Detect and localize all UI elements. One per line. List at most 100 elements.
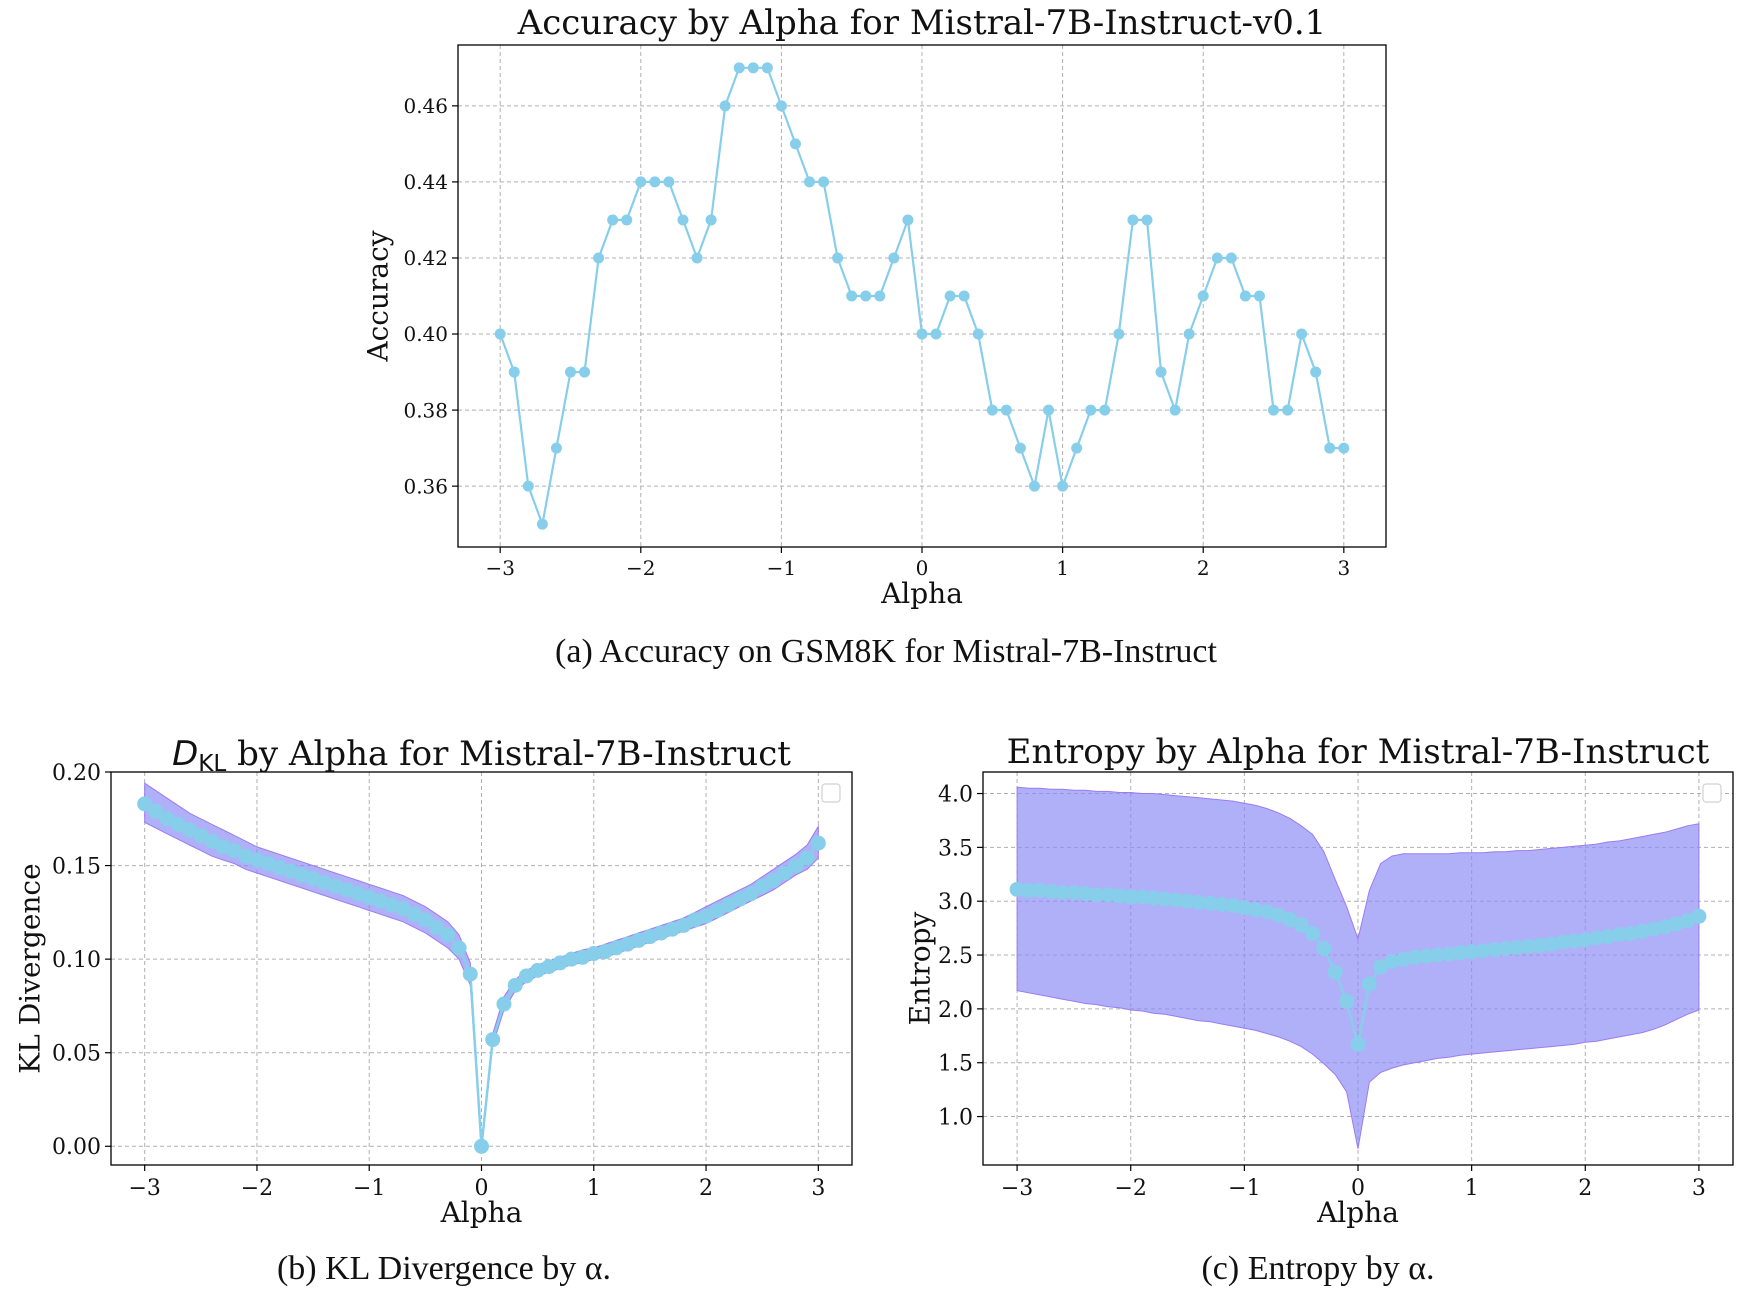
data-point bbox=[649, 176, 661, 188]
data-point bbox=[550, 442, 562, 454]
y-tick-label: 0.10 bbox=[52, 948, 101, 973]
data-point bbox=[721, 897, 736, 913]
data-point bbox=[1475, 943, 1491, 959]
data-point bbox=[227, 843, 242, 859]
x-tick-label: 1 bbox=[1465, 1176, 1479, 1201]
data-point bbox=[1384, 954, 1400, 970]
data-point bbox=[1155, 366, 1167, 378]
data-point bbox=[677, 214, 689, 226]
x-tick-label: −3 bbox=[128, 1176, 160, 1201]
data-point bbox=[536, 518, 548, 530]
data-point bbox=[1043, 404, 1055, 416]
y-tick-label: 0.38 bbox=[403, 398, 448, 422]
data-point bbox=[1657, 919, 1673, 935]
data-point bbox=[1430, 947, 1446, 963]
x-axis-label: Alpha bbox=[440, 1196, 523, 1229]
data-point bbox=[395, 901, 411, 917]
data-point bbox=[916, 328, 928, 340]
data-point bbox=[874, 290, 886, 302]
data-point bbox=[788, 858, 804, 874]
y-tick-label: 2.0 bbox=[938, 998, 973, 1023]
tick-labels: −3 −2 −1 0 1 2 3 1.0 1.5 2.0 2.5 3.0 3.5 4.0 bbox=[938, 782, 1706, 1201]
data-point bbox=[743, 886, 759, 902]
data-point bbox=[719, 100, 731, 112]
data-point bbox=[1464, 944, 1480, 960]
data-point bbox=[846, 290, 858, 302]
chart-title: Accuracy by Alpha for Mistral-7B-Instruc… bbox=[517, 3, 1327, 43]
data-point bbox=[754, 878, 770, 894]
y-tick-label: 4.0 bbox=[938, 782, 973, 807]
data-point bbox=[1305, 926, 1321, 942]
data-point bbox=[429, 919, 445, 935]
data-point bbox=[1134, 889, 1150, 905]
data-point bbox=[204, 833, 220, 849]
x-tick-label: 0 bbox=[916, 556, 929, 580]
data-point bbox=[930, 328, 942, 340]
data-point bbox=[747, 62, 759, 74]
data-point bbox=[1407, 949, 1423, 965]
y-axis-label: Accuracy bbox=[362, 230, 395, 362]
data-point bbox=[1395, 951, 1411, 967]
chart-title: DKL by Alpha for Mistral-7B-Instruct bbox=[172, 734, 791, 777]
data-point bbox=[1157, 891, 1173, 907]
y-axis-label: KL Divergence bbox=[14, 863, 47, 1073]
x-tick-label: 3 bbox=[1692, 1176, 1706, 1201]
data-point bbox=[1339, 993, 1355, 1009]
data-point bbox=[507, 977, 523, 993]
x-tick-label: 2 bbox=[1578, 1176, 1592, 1201]
data-point bbox=[1532, 937, 1548, 953]
data-point bbox=[1486, 942, 1502, 958]
tick-labels: −3 −2 −1 0 1 2 3 0.36 0.38 0.40 0.42 0.44 0.46 bbox=[403, 94, 1350, 580]
data-point bbox=[159, 811, 175, 827]
data-point bbox=[789, 138, 801, 150]
y-tick-label: 0.46 bbox=[403, 94, 448, 118]
y-tick-label: 0.44 bbox=[403, 170, 448, 194]
data-point bbox=[1452, 945, 1468, 961]
data-point bbox=[1236, 900, 1252, 916]
data-point bbox=[1099, 404, 1111, 416]
data-point bbox=[1270, 907, 1286, 923]
data-point bbox=[1123, 889, 1139, 905]
std-band bbox=[1016, 786, 1700, 1149]
data-point bbox=[518, 968, 534, 984]
data-point bbox=[1225, 898, 1241, 914]
y-tick-label: 1.5 bbox=[938, 1052, 973, 1077]
data-point bbox=[1600, 929, 1616, 945]
data-point bbox=[860, 290, 872, 302]
data-point bbox=[804, 176, 816, 188]
data-point bbox=[1543, 936, 1559, 952]
x-tick-label: −2 bbox=[241, 1176, 273, 1201]
data-point bbox=[1338, 442, 1350, 454]
data-point bbox=[972, 328, 984, 340]
title-rest: by Alpha for Mistral-7B-Instruct bbox=[226, 734, 791, 774]
data-point bbox=[522, 480, 534, 492]
data-point bbox=[1028, 480, 1040, 492]
data-point bbox=[1253, 290, 1265, 302]
x-tick-label: −1 bbox=[1228, 1176, 1260, 1201]
data-point bbox=[732, 891, 748, 907]
y-tick-label: 0.20 bbox=[52, 761, 101, 786]
data-point bbox=[1239, 290, 1251, 302]
y-tick-label: 0.40 bbox=[403, 322, 448, 346]
y-tick-label: 0.15 bbox=[52, 854, 101, 879]
data-point bbox=[676, 917, 692, 933]
data-point bbox=[1623, 926, 1639, 942]
x-tick-label: 3 bbox=[811, 1176, 825, 1201]
data-point bbox=[1225, 252, 1237, 264]
title-subscript: KL bbox=[198, 751, 226, 777]
data-point bbox=[1168, 892, 1184, 908]
data-point bbox=[1066, 885, 1082, 901]
data-point bbox=[1361, 976, 1377, 992]
x-tick-label: 2 bbox=[1197, 556, 1210, 580]
y-axis-label: Entropy bbox=[904, 911, 937, 1025]
data-point bbox=[799, 850, 815, 866]
data-point bbox=[462, 966, 478, 982]
data-point bbox=[1441, 946, 1457, 962]
caption-a: (a) Accuracy on GSM8K for Mistral-7B-Ins… bbox=[555, 633, 1217, 670]
tick-labels: −3 −2 −1 0 1 2 3 0.00 0.05 0.10 0.15 0.20 bbox=[52, 761, 825, 1201]
data-point bbox=[832, 252, 844, 264]
data-point bbox=[182, 822, 198, 838]
x-tick-label: 2 bbox=[699, 1176, 713, 1201]
x-tick-label: 1 bbox=[1056, 556, 1069, 580]
